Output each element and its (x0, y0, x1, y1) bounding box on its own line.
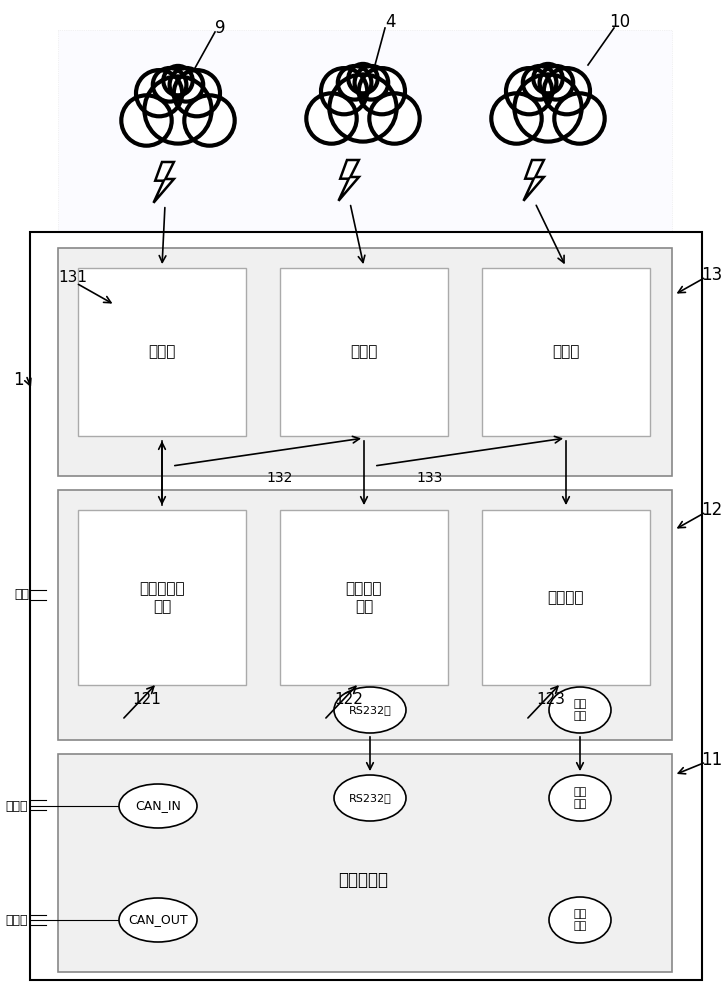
Text: 以太
网口: 以太 网口 (574, 787, 587, 809)
Bar (482, 510, 650, 685)
Bar (58, 30, 672, 240)
Circle shape (359, 68, 405, 114)
Circle shape (515, 74, 582, 142)
Circle shape (348, 64, 378, 93)
Text: 133: 133 (417, 471, 443, 485)
Bar (482, 268, 650, 436)
Text: 1: 1 (12, 371, 23, 389)
Text: 无线通信
模块: 无线通信 模块 (346, 581, 382, 614)
Polygon shape (339, 160, 359, 201)
Text: 天线三: 天线三 (553, 344, 579, 360)
Ellipse shape (119, 898, 197, 942)
Circle shape (136, 70, 182, 116)
Bar (280, 510, 448, 685)
Ellipse shape (119, 784, 197, 828)
Bar (280, 268, 448, 436)
Circle shape (184, 95, 234, 146)
Text: CAN_OUT: CAN_OUT (128, 914, 188, 926)
Circle shape (554, 93, 605, 144)
Text: 网络线: 网络线 (5, 914, 28, 926)
Circle shape (369, 93, 420, 144)
Circle shape (534, 64, 563, 93)
Bar (30, 232, 702, 980)
Text: 13: 13 (701, 266, 723, 284)
Text: 天线一: 天线一 (149, 344, 175, 360)
Text: 无线电台: 无线电台 (547, 590, 585, 605)
Text: 131: 131 (58, 270, 87, 286)
Circle shape (539, 66, 573, 100)
Text: 9: 9 (215, 19, 225, 37)
Ellipse shape (549, 687, 611, 733)
Polygon shape (523, 160, 544, 201)
Circle shape (338, 66, 371, 100)
Bar (58, 754, 672, 972)
Text: 电源: 电源 (14, 588, 29, 601)
Circle shape (170, 68, 203, 102)
Circle shape (523, 66, 556, 100)
Bar (78, 268, 246, 436)
Bar (58, 490, 672, 740)
Circle shape (491, 93, 542, 144)
Circle shape (544, 68, 590, 114)
Text: 122: 122 (334, 692, 363, 708)
Text: 以太
网口: 以太 网口 (574, 699, 587, 721)
Text: RS232口: RS232口 (349, 705, 392, 715)
Text: 网络线: 网络线 (5, 800, 28, 812)
Bar (78, 510, 246, 685)
Circle shape (355, 66, 388, 100)
Text: 4: 4 (385, 13, 395, 31)
Circle shape (306, 93, 357, 144)
Ellipse shape (549, 775, 611, 821)
Text: CAN_IN: CAN_IN (135, 800, 181, 812)
Ellipse shape (549, 897, 611, 943)
Text: RS232口: RS232口 (349, 793, 392, 803)
Polygon shape (154, 162, 174, 203)
Text: 121: 121 (132, 692, 161, 708)
Text: 无线局域网
设备: 无线局域网 设备 (139, 581, 185, 614)
Text: 10: 10 (609, 13, 630, 31)
Text: 12: 12 (701, 501, 723, 519)
Ellipse shape (334, 775, 406, 821)
Ellipse shape (334, 687, 406, 733)
Circle shape (163, 66, 193, 95)
Circle shape (122, 95, 172, 146)
Text: 11: 11 (701, 751, 723, 769)
Text: 以太
网口: 以太 网口 (574, 909, 587, 931)
Circle shape (144, 76, 212, 144)
Circle shape (321, 68, 367, 114)
Circle shape (153, 68, 186, 102)
Text: 132: 132 (267, 471, 293, 485)
Circle shape (174, 70, 220, 116)
Text: 以太网模块: 以太网模块 (338, 871, 388, 889)
Circle shape (506, 68, 553, 114)
Circle shape (329, 74, 397, 142)
Text: 123: 123 (536, 692, 565, 708)
Bar (58, 248, 672, 476)
Text: 天线二: 天线二 (350, 344, 378, 360)
